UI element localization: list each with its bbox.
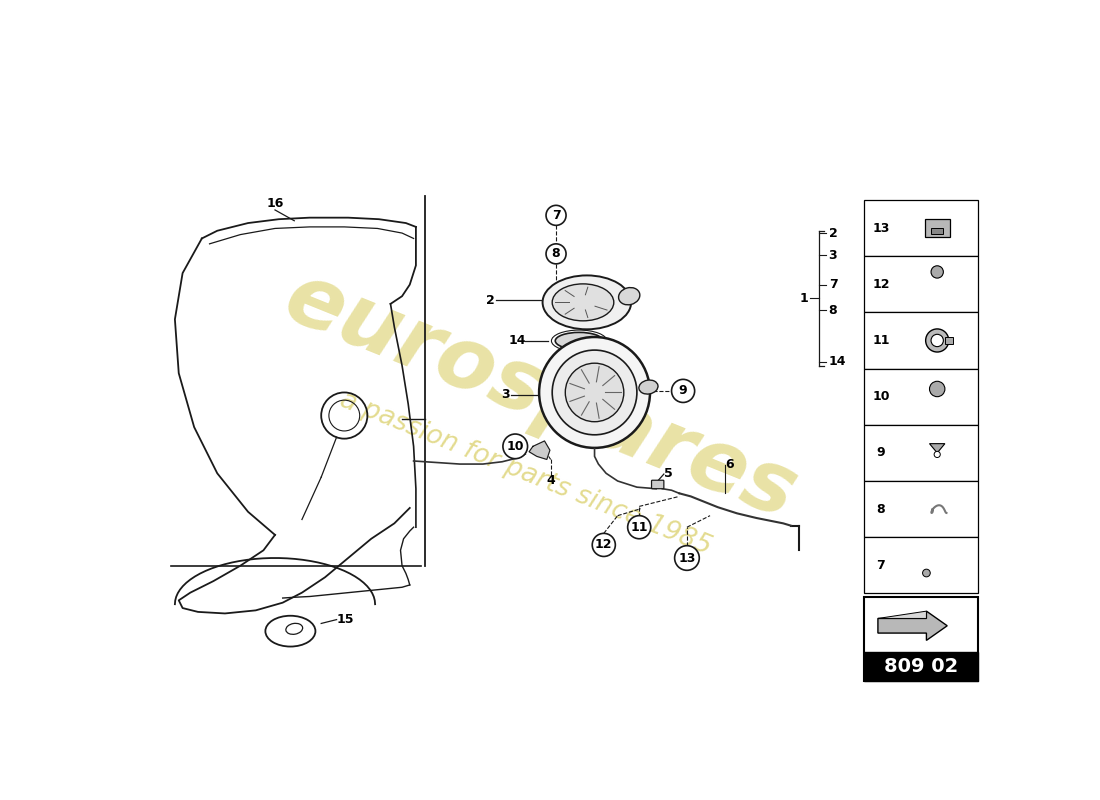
Text: 6: 6 (726, 458, 734, 470)
Bar (865, 200, 978, 256)
Text: 9: 9 (679, 385, 688, 398)
Text: 12: 12 (872, 278, 890, 290)
Circle shape (934, 451, 940, 458)
Text: 9: 9 (877, 446, 886, 459)
Circle shape (503, 434, 528, 458)
Circle shape (565, 363, 624, 422)
Text: 809 02: 809 02 (884, 657, 958, 676)
Text: a passion for parts since 1985: a passion for parts since 1985 (336, 386, 715, 560)
Bar (865, 652, 978, 682)
Text: 5: 5 (664, 467, 672, 480)
Circle shape (931, 334, 944, 346)
Circle shape (546, 244, 566, 264)
Text: 11: 11 (872, 334, 890, 347)
Circle shape (592, 534, 615, 557)
Text: 12: 12 (595, 538, 613, 551)
Circle shape (926, 329, 948, 352)
Text: 7: 7 (877, 559, 886, 572)
Circle shape (930, 382, 945, 397)
Ellipse shape (542, 275, 631, 330)
Ellipse shape (556, 332, 603, 350)
Circle shape (923, 569, 931, 577)
Bar (865, 481, 978, 538)
Text: 16: 16 (266, 198, 284, 210)
Text: 8: 8 (552, 247, 560, 260)
Text: 2: 2 (486, 294, 495, 306)
Text: eurospares: eurospares (273, 256, 808, 537)
Text: 15: 15 (337, 613, 354, 626)
Circle shape (552, 350, 637, 435)
Circle shape (546, 206, 566, 226)
Bar (865, 369, 978, 425)
Polygon shape (878, 611, 947, 640)
Bar (865, 256, 978, 312)
Bar (865, 312, 978, 369)
Polygon shape (529, 441, 550, 459)
Bar (865, 425, 978, 481)
Text: 13: 13 (872, 222, 890, 234)
Circle shape (671, 379, 695, 402)
Bar (945, 338, 953, 343)
Circle shape (628, 516, 651, 538)
Text: 7: 7 (552, 209, 560, 222)
Text: 7: 7 (828, 278, 837, 291)
Polygon shape (931, 228, 944, 234)
Bar (865, 538, 978, 594)
Circle shape (674, 546, 700, 570)
Ellipse shape (618, 287, 640, 305)
Text: 8: 8 (877, 502, 886, 516)
Text: 3: 3 (502, 388, 510, 402)
Text: 14: 14 (828, 355, 846, 368)
Circle shape (931, 266, 944, 278)
Polygon shape (878, 611, 926, 618)
Text: 4: 4 (547, 474, 556, 487)
Text: 11: 11 (630, 521, 648, 534)
Ellipse shape (639, 380, 658, 394)
Ellipse shape (552, 284, 614, 321)
FancyBboxPatch shape (651, 480, 664, 489)
Text: 8: 8 (828, 303, 837, 317)
Text: 3: 3 (828, 249, 837, 262)
Polygon shape (925, 219, 949, 238)
Polygon shape (930, 444, 945, 453)
Text: 10: 10 (506, 440, 524, 453)
Circle shape (539, 337, 650, 448)
Text: 1: 1 (800, 292, 808, 305)
Text: 13: 13 (679, 551, 695, 565)
Text: 2: 2 (828, 226, 837, 239)
Text: 10: 10 (872, 390, 890, 403)
Bar (865, 597, 978, 682)
Text: 14: 14 (509, 334, 526, 347)
